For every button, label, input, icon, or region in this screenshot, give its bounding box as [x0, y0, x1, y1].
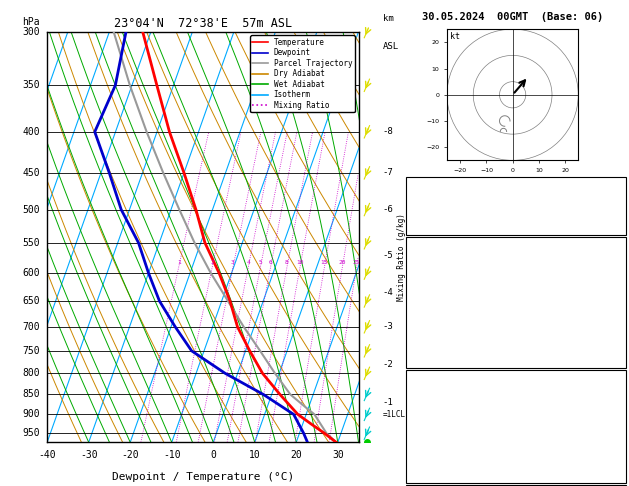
Text: © weatheronline.co.uk: © weatheronline.co.uk: [464, 471, 568, 480]
Text: 2.28: 2.28: [599, 219, 623, 228]
Text: Lifted Index: Lifted Index: [409, 430, 478, 439]
Text: 5: 5: [259, 260, 262, 265]
Text: -30: -30: [80, 451, 97, 460]
Text: Most Unstable: Most Unstable: [479, 375, 553, 383]
Text: Mixing Ratio (g/kg): Mixing Ratio (g/kg): [397, 213, 406, 301]
Text: 10: 10: [249, 451, 260, 460]
Text: 500: 500: [23, 205, 40, 215]
Text: -4: -4: [382, 288, 394, 297]
Text: Lifted Index: Lifted Index: [409, 315, 478, 324]
Text: kt: kt: [450, 32, 460, 41]
Text: 300: 300: [23, 27, 40, 36]
Text: km: km: [382, 15, 394, 23]
Text: Dewp (°C): Dewp (°C): [409, 278, 460, 287]
Text: -10: -10: [606, 182, 623, 191]
Text: Totals Totals: Totals Totals: [409, 201, 484, 209]
Text: θₑ (K): θₑ (K): [409, 412, 443, 420]
Text: 244: 244: [606, 352, 623, 361]
Text: 800: 800: [23, 368, 40, 378]
Text: 29.6: 29.6: [599, 260, 623, 269]
Text: 30: 30: [332, 451, 343, 460]
Text: 0: 0: [210, 451, 216, 460]
Text: -3: -3: [611, 430, 623, 439]
Text: θₑ(K): θₑ(K): [409, 297, 438, 306]
Text: 700: 700: [23, 322, 40, 332]
Text: 750: 750: [23, 346, 40, 356]
Text: -10: -10: [163, 451, 181, 460]
Text: 22.7: 22.7: [599, 278, 623, 287]
Text: -8: -8: [382, 127, 394, 137]
Text: 650: 650: [23, 296, 40, 306]
Text: -1: -1: [382, 398, 394, 407]
Text: Dewpoint / Temperature (°C): Dewpoint / Temperature (°C): [112, 471, 294, 482]
Text: 600: 600: [23, 268, 40, 278]
Text: 25: 25: [353, 260, 360, 265]
Text: PW (cm): PW (cm): [409, 219, 449, 228]
Text: 950: 950: [23, 428, 40, 438]
Text: Temp (°C): Temp (°C): [409, 260, 460, 269]
Text: -5: -5: [382, 251, 394, 260]
Text: -3: -3: [382, 322, 394, 331]
Text: 350: 350: [23, 80, 40, 90]
Text: 975: 975: [606, 393, 623, 402]
Text: 850: 850: [23, 389, 40, 399]
Text: 232: 232: [606, 449, 623, 457]
Text: 400: 400: [23, 127, 40, 137]
Text: -6: -6: [382, 205, 394, 214]
Text: 243: 243: [606, 467, 623, 476]
Text: 20: 20: [291, 451, 302, 460]
Text: 550: 550: [23, 238, 40, 248]
Text: 900: 900: [23, 409, 40, 419]
Text: 15: 15: [321, 260, 328, 265]
Text: -2: -2: [382, 360, 394, 369]
Text: -3: -3: [611, 315, 623, 324]
Text: CAPE (J): CAPE (J): [409, 449, 455, 457]
Text: CAPE (J): CAPE (J): [409, 334, 455, 343]
Text: 33: 33: [611, 201, 623, 209]
Text: hPa: hPa: [23, 17, 40, 28]
Text: 30.05.2024  00GMT  (Base: 06): 30.05.2024 00GMT (Base: 06): [422, 12, 603, 22]
Text: -20: -20: [121, 451, 139, 460]
Text: 8: 8: [285, 260, 289, 265]
Text: 2: 2: [210, 260, 214, 265]
Text: 355: 355: [606, 297, 623, 306]
Text: 4: 4: [247, 260, 250, 265]
Text: CIN (J): CIN (J): [409, 467, 449, 476]
Text: 355: 355: [606, 412, 623, 420]
Text: CIN (J): CIN (J): [409, 352, 449, 361]
Text: K: K: [409, 182, 415, 191]
Text: 20: 20: [338, 260, 346, 265]
Text: ASL: ASL: [382, 42, 399, 51]
Text: 1: 1: [177, 260, 181, 265]
Text: Surface: Surface: [496, 242, 536, 250]
Text: -7: -7: [382, 168, 394, 177]
Text: 229: 229: [606, 334, 623, 343]
Title: 23°04'N  72°38'E  57m ASL: 23°04'N 72°38'E 57m ASL: [114, 17, 292, 31]
Text: -40: -40: [38, 451, 56, 460]
Text: 10: 10: [296, 260, 304, 265]
Text: 450: 450: [23, 168, 40, 178]
Text: 6: 6: [269, 260, 272, 265]
Text: 3: 3: [231, 260, 235, 265]
Text: Pressure (mb): Pressure (mb): [409, 393, 484, 402]
Text: =1LCL: =1LCL: [382, 410, 406, 419]
Legend: Temperature, Dewpoint, Parcel Trajectory, Dry Adiabat, Wet Adiabat, Isotherm, Mi: Temperature, Dewpoint, Parcel Trajectory…: [250, 35, 355, 112]
